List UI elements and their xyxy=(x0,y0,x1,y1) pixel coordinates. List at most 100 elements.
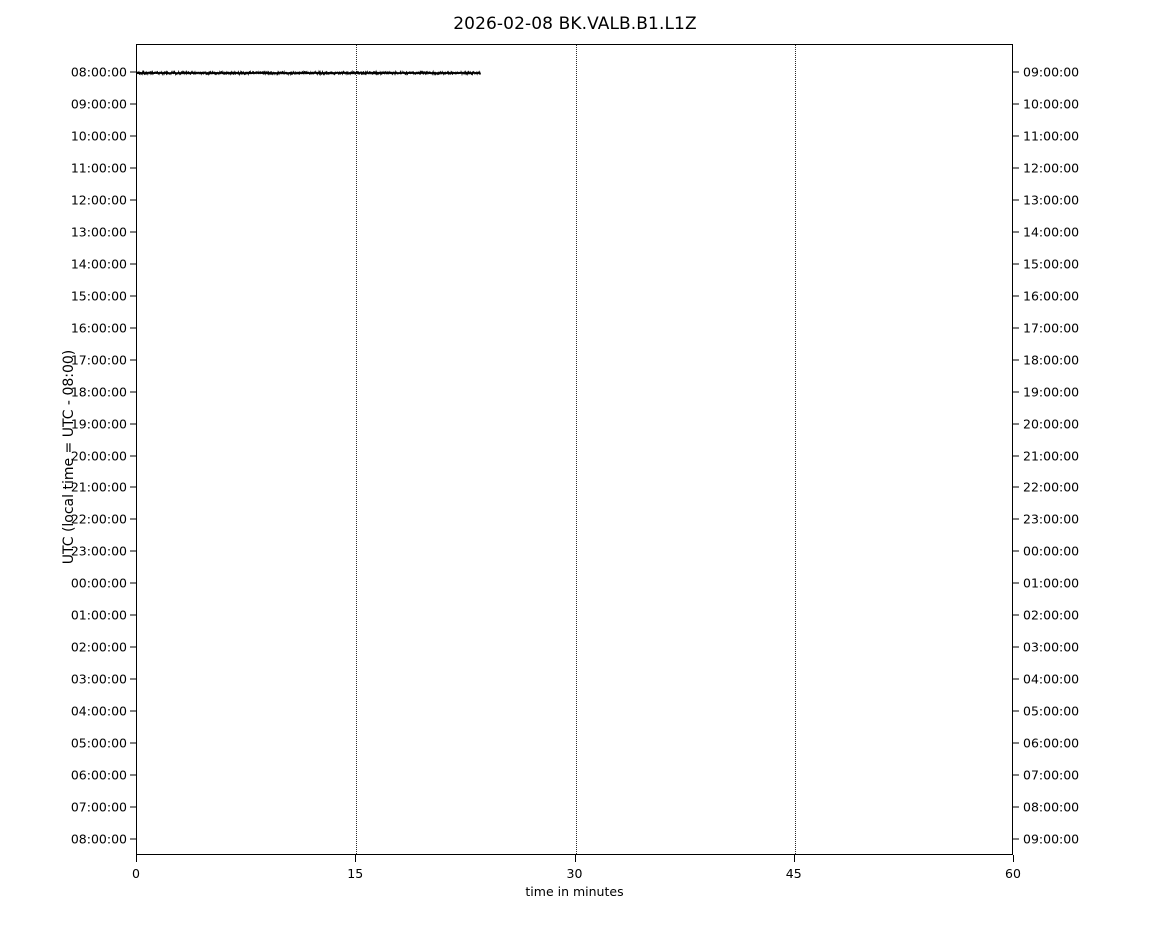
right-ytick-mark xyxy=(1012,774,1019,776)
left-ytick-label: 03:00:00 xyxy=(70,671,127,687)
right-ytick-mark xyxy=(1012,678,1019,680)
left-ytick-mark xyxy=(130,327,137,329)
right-ytick-mark xyxy=(1012,263,1019,265)
right-ytick-mark xyxy=(1012,135,1019,137)
gridline-vertical xyxy=(794,45,796,854)
left-ytick-label: 06:00:00 xyxy=(70,767,127,783)
right-ytick-label: 15:00:00 xyxy=(1023,256,1080,272)
x-tick-label: 15 xyxy=(347,866,364,881)
x-tick-mark xyxy=(793,855,795,862)
left-ytick-label: 08:00:00 xyxy=(70,831,127,847)
right-ytick-mark xyxy=(1012,582,1019,584)
left-ytick-label: 16:00:00 xyxy=(70,320,127,336)
right-ytick-mark xyxy=(1012,806,1019,808)
right-ytick-mark xyxy=(1012,295,1019,297)
left-ytick-mark xyxy=(130,199,137,201)
right-ytick-mark xyxy=(1012,455,1019,456)
x-axis-title: time in minutes xyxy=(525,884,624,899)
right-ytick-mark xyxy=(1012,103,1019,105)
left-ytick-label: 13:00:00 xyxy=(70,224,127,240)
right-ytick-label: 22:00:00 xyxy=(1023,479,1080,495)
gridline-vertical xyxy=(575,45,577,854)
right-ytick-label: 00:00:00 xyxy=(1023,543,1080,559)
right-ytick-mark xyxy=(1012,742,1019,744)
left-ytick-label: 20:00:00 xyxy=(70,448,127,463)
left-ytick-mark xyxy=(130,582,137,584)
plot-area xyxy=(136,44,1013,855)
right-ytick-label: 14:00:00 xyxy=(1023,224,1080,240)
x-tick-label: 30 xyxy=(566,866,583,881)
left-ytick-label: 04:00:00 xyxy=(70,703,127,719)
x-tick-mark xyxy=(1013,855,1014,862)
left-ytick-label: 10:00:00 xyxy=(70,128,127,144)
left-ytick-mark xyxy=(130,518,137,520)
left-ytick-label: 21:00:00 xyxy=(70,479,127,495)
x-tick-label: 45 xyxy=(785,866,802,881)
left-ytick-label: 08:00:00 xyxy=(70,64,127,80)
left-ytick-label: 05:00:00 xyxy=(70,735,127,751)
left-ytick-label: 23:00:00 xyxy=(70,543,127,559)
left-ytick-mark xyxy=(130,103,137,105)
right-ytick-label: 05:00:00 xyxy=(1023,703,1080,719)
left-ytick-mark xyxy=(130,550,137,552)
left-ytick-label: 14:00:00 xyxy=(70,256,127,272)
left-ytick-label: 07:00:00 xyxy=(70,799,127,815)
right-ytick-mark xyxy=(1012,167,1019,169)
left-ytick-label: 22:00:00 xyxy=(70,511,127,527)
x-tick-label: 60 xyxy=(1005,866,1021,881)
left-ytick-label: 11:00:00 xyxy=(70,160,127,176)
right-ytick-mark xyxy=(1012,327,1019,329)
right-ytick-label: 04:00:00 xyxy=(1023,671,1080,687)
right-ytick-mark xyxy=(1012,838,1019,840)
right-ytick-mark xyxy=(1012,710,1019,712)
right-ytick-label: 06:00:00 xyxy=(1023,735,1080,751)
seismic-trace-svg xyxy=(137,69,481,77)
right-ytick-label: 08:00:00 xyxy=(1023,799,1080,815)
left-ytick-mark xyxy=(130,263,137,265)
left-ytick-label: 09:00:00 xyxy=(70,96,127,112)
left-ytick-mark xyxy=(130,167,137,169)
left-ytick-label: 18:00:00 xyxy=(70,384,127,400)
left-ytick-mark xyxy=(130,806,137,808)
left-ytick-label: 19:00:00 xyxy=(70,416,127,432)
right-ytick-label: 09:00:00 xyxy=(1023,831,1080,847)
left-ytick-label: 02:00:00 xyxy=(70,639,127,655)
right-ytick-mark xyxy=(1012,518,1019,520)
left-ytick-mark xyxy=(130,359,137,361)
left-ytick-mark xyxy=(130,455,137,456)
right-ytick-label: 23:00:00 xyxy=(1023,511,1080,527)
left-ytick-mark xyxy=(130,423,137,425)
x-tick-mark xyxy=(574,855,576,862)
right-ytick-label: 03:00:00 xyxy=(1023,639,1080,655)
right-ytick-mark xyxy=(1012,614,1019,616)
left-ytick-mark xyxy=(130,838,137,840)
right-ytick-label: 20:00:00 xyxy=(1023,416,1080,432)
left-ytick-mark xyxy=(130,295,137,297)
left-ytick-label: 17:00:00 xyxy=(70,352,127,368)
left-ytick-mark xyxy=(130,71,137,73)
left-ytick-mark xyxy=(130,486,137,488)
left-ytick-mark xyxy=(130,231,137,233)
left-ytick-label: 12:00:00 xyxy=(70,192,127,208)
right-ytick-mark xyxy=(1012,423,1019,425)
right-ytick-mark xyxy=(1012,486,1019,488)
seismic-trace-layer xyxy=(137,45,1012,854)
right-ytick-label: 02:00:00 xyxy=(1023,607,1080,623)
x-tick-mark xyxy=(355,855,357,862)
x-tick-mark xyxy=(136,855,137,862)
right-ytick-mark xyxy=(1012,391,1019,393)
right-ytick-mark xyxy=(1012,646,1019,648)
right-ytick-label: 11:00:00 xyxy=(1023,128,1080,144)
right-axis-tick-labels: 09:00:00 10:00:00 11:00:00 12:00:00 13:00:00… xyxy=(1023,0,1148,950)
left-ytick-label: 00:00:00 xyxy=(70,575,127,591)
right-ytick-mark xyxy=(1012,71,1019,73)
left-ytick-mark xyxy=(130,678,137,680)
left-ytick-label: 15:00:00 xyxy=(70,288,127,304)
right-ytick-label: 13:00:00 xyxy=(1023,192,1080,208)
right-ytick-label: 16:00:00 xyxy=(1023,288,1080,304)
right-ytick-label: 21:00:00 xyxy=(1023,448,1080,463)
right-ytick-label: 01:00:00 xyxy=(1023,575,1080,591)
gridline-vertical xyxy=(356,45,358,854)
right-ytick-mark xyxy=(1012,550,1019,552)
